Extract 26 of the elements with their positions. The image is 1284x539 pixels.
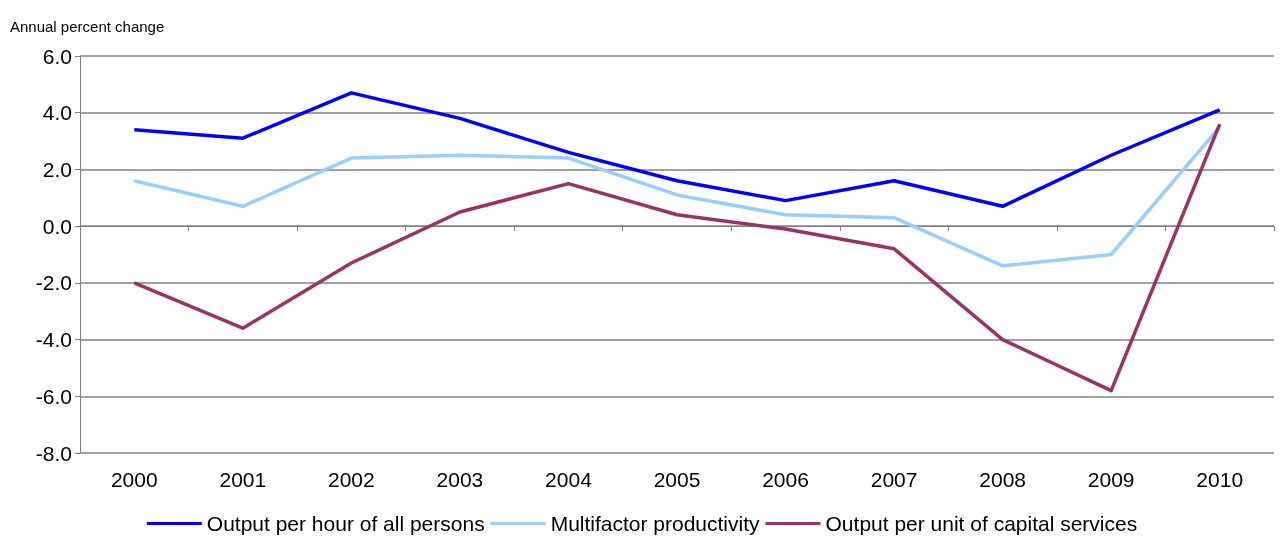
line-series — [132, 122, 1222, 393]
y-tick-label: 2.0 — [42, 157, 72, 181]
x-tick-label: 2002 — [328, 468, 375, 491]
y-axis-title: Annual percent change — [10, 18, 165, 35]
legend-label: Multifactor productivity — [550, 512, 761, 535]
y-tick-label: -4.0 — [35, 328, 72, 352]
x-tick-label: 2007 — [870, 468, 918, 491]
legend-label: Output per hour of all persons — [206, 512, 485, 535]
x-tick-label: 2008 — [979, 468, 1026, 491]
x-tick-label: 2010 — [1196, 468, 1244, 491]
line-series — [132, 125, 1222, 268]
x-tick-label: 2004 — [545, 468, 593, 491]
y-tick-label: -8.0 — [35, 441, 72, 465]
y-tick-label: 0.0 — [42, 214, 72, 238]
y-tick-label: -6.0 — [35, 384, 72, 408]
y-tick-label: 4.0 — [42, 101, 72, 125]
y-tick-label: -2.0 — [35, 271, 72, 295]
x-tick-label: 2006 — [762, 468, 809, 491]
line-series — [132, 91, 1222, 209]
legend-label: Output per unit of capital services — [825, 512, 1138, 535]
x-tick-label: 2000 — [110, 468, 158, 491]
x-tick-label: 2009 — [1087, 468, 1135, 491]
x-tick-label: 2005 — [653, 468, 701, 491]
x-tick-label: 2001 — [219, 468, 267, 491]
x-tick-label: 2003 — [436, 468, 484, 491]
y-tick-label: 6.0 — [42, 44, 72, 68]
